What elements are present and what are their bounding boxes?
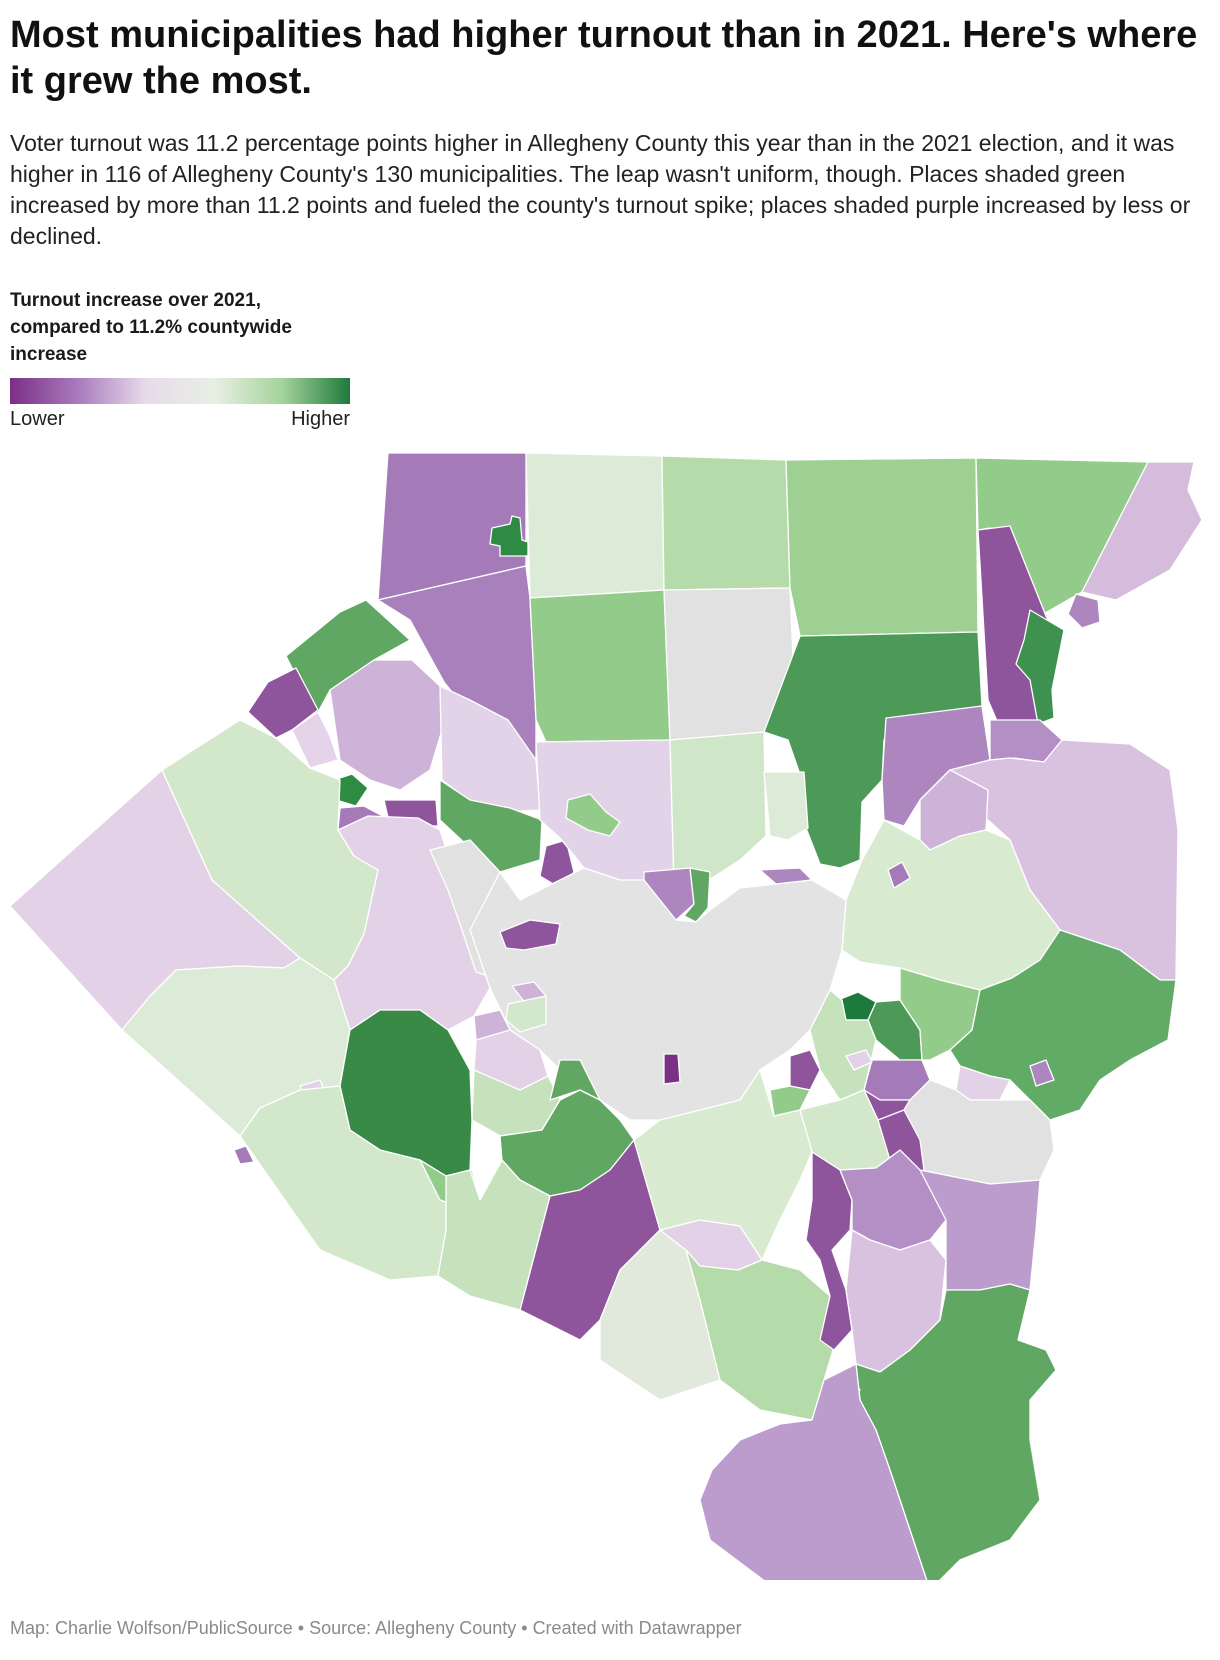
legend-gradient-bar — [10, 378, 350, 404]
region-green-pale-column[interactable] — [669, 731, 767, 885]
region-green-light-east-strip[interactable] — [809, 989, 877, 1101]
region-mid-purple-light[interactable] — [329, 659, 443, 791]
region-green-mid-2[interactable] — [549, 1059, 601, 1101]
region-west-pale-small[interactable] — [291, 711, 339, 769]
legend-labels: Lower Higher — [10, 408, 350, 434]
region-north-3[interactable] — [661, 455, 791, 591]
region-green-south-center-2[interactable] — [633, 1069, 813, 1261]
chart-description: Voter turnout was 11.2 percentage points… — [10, 130, 1191, 249]
region-north-4[interactable] — [785, 457, 979, 637]
region-green-east-light[interactable] — [899, 967, 981, 1061]
region-purple-city-east[interactable] — [789, 1049, 821, 1091]
region-purple-far-south[interactable] — [699, 1363, 930, 1580]
region-lightgreen-mid-north[interactable] — [763, 771, 809, 841]
footer-credits: Map: Charlie Wolfson/PublicSource • Sour… — [10, 1618, 742, 1639]
footer-tool: Created with Datawrapper — [532, 1618, 742, 1638]
region-city-purple-center[interactable] — [663, 1053, 681, 1085]
region-green-blob-small[interactable] — [565, 793, 621, 837]
region-green-pale-small[interactable] — [505, 995, 547, 1033]
color-legend: Turnout increase over 2021, compared to … — [10, 287, 350, 434]
region-green-mid-west[interactable] — [439, 779, 543, 873]
region-green-south-center[interactable] — [685, 1249, 837, 1421]
region-purple-blob-ncity[interactable] — [499, 919, 561, 951]
region-pale-purple-east-sm[interactable] — [845, 1049, 873, 1071]
chart-title: Most municipalities had higher turnout t… — [10, 14, 1198, 102]
footer-separator: • — [292, 1618, 310, 1638]
region-northeast-small[interactable] — [1067, 593, 1101, 629]
legend-title: Turnout increase over 2021, compared to … — [10, 290, 292, 365]
footer-map-credit: Map: Charlie Wolfson/PublicSource — [10, 1618, 293, 1638]
map-regions — [9, 452, 1203, 1580]
footer-separator: • — [516, 1618, 533, 1638]
region-north-east[interactable] — [1081, 461, 1203, 601]
legend-high-label: Higher — [291, 408, 350, 430]
region-purple-east-tiny[interactable] — [1029, 1059, 1055, 1087]
region-north-2[interactable] — [525, 452, 665, 599]
footer-source: Source: Allegheny County — [309, 1618, 517, 1638]
region-northcentral-light[interactable] — [529, 589, 671, 743]
region-green-light-south[interactable] — [437, 1159, 551, 1311]
region-purple-tiny-sw[interactable] — [233, 1145, 255, 1165]
legend-low-label: Lower — [10, 408, 65, 430]
region-purple-dot-n[interactable] — [887, 861, 911, 889]
choropleth-map — [9, 452, 1203, 1580]
